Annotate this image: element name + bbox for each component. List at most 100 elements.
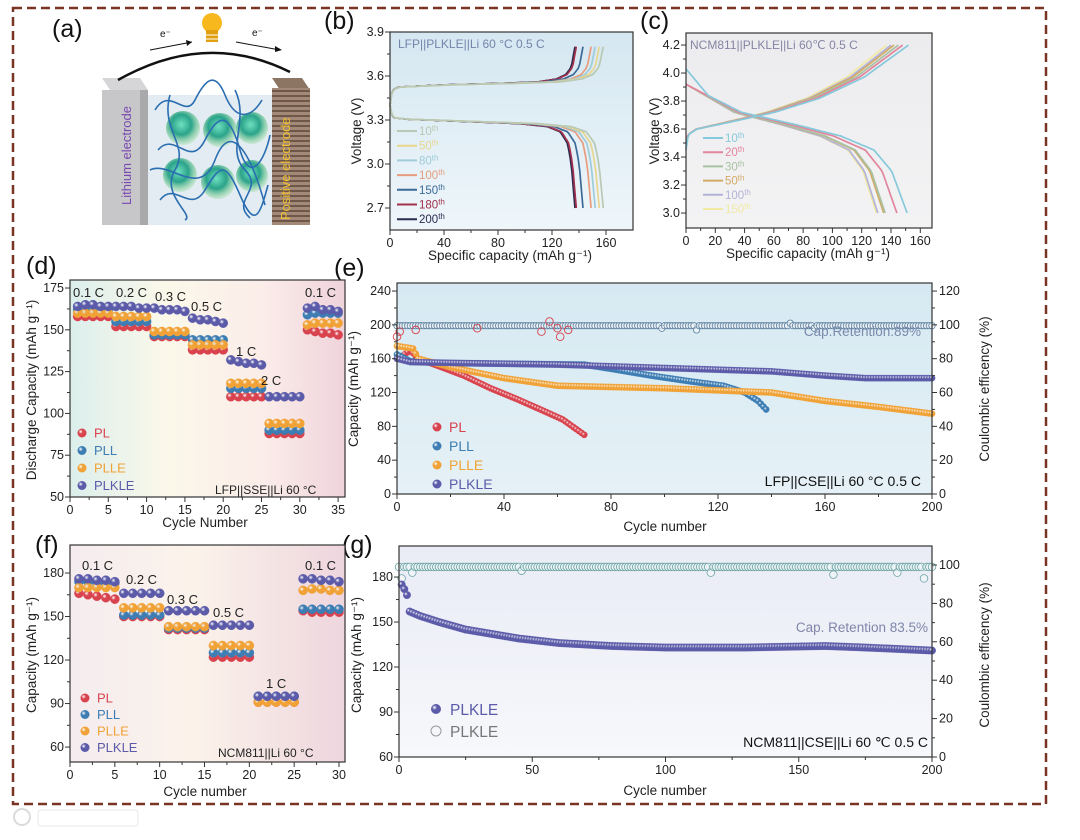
- data-point-PLKLE: [92, 575, 102, 586]
- legend-superscript: th: [438, 212, 445, 221]
- y-tick-label: 3.9: [367, 25, 384, 39]
- y-tick-label: 3.4: [663, 150, 680, 164]
- legend-label-150th: 150th: [725, 202, 751, 216]
- x-tick-label: 200: [922, 500, 943, 514]
- legend-number: 30: [725, 161, 738, 173]
- data-point-PLKLE: [334, 576, 344, 587]
- e-capacity-retention: Cap.Retention:89%: [804, 324, 921, 339]
- legend-superscript: th: [438, 183, 445, 192]
- legend-marker-capacity: [431, 704, 441, 714]
- legend-label-PLKLE: PLKLE: [94, 478, 135, 493]
- panel-label-c: (c): [640, 7, 669, 35]
- x-tick-label: 10: [140, 503, 154, 517]
- data-point-PLLE: [218, 340, 229, 350]
- b-y-axis-title: Voltage (V): [349, 98, 364, 165]
- positive-electrode: [272, 88, 310, 225]
- lithium-electrode-side: [140, 90, 148, 225]
- legend-marker-PLL: [432, 441, 442, 451]
- x-tick-label: 200: [922, 763, 943, 777]
- data-point-PLLE: [154, 603, 165, 613]
- arrowhead-icon: [186, 40, 192, 46]
- data-point-PLKLE: [145, 588, 156, 599]
- legend-label-50th: 50th: [419, 139, 438, 153]
- data-point-PLLE: [235, 640, 246, 651]
- y2-tick-label: 100: [939, 558, 960, 572]
- data-point-PLLE: [307, 584, 317, 594]
- panel-label-d: (d): [26, 252, 57, 280]
- y2-tick-label: 40: [939, 419, 953, 433]
- data-point-PLKLE: [208, 620, 219, 631]
- data-point-PLLE: [163, 621, 174, 632]
- legend-marker-PLKLE: [432, 479, 442, 489]
- y2-tick-label: 20: [939, 453, 953, 467]
- y-tick-label: 3.2: [663, 178, 680, 192]
- g-condition: NCM811||CSE||Li 60 ℃ 0.5 C: [743, 734, 928, 750]
- data-point-PLKLE: [325, 575, 335, 586]
- y-tick-label: 180: [43, 566, 64, 580]
- data-point-PLKLE: [83, 573, 93, 584]
- b-x-axis-title: Specific capacity (mAh g⁻¹): [428, 248, 592, 263]
- rate-label: 1 C: [266, 676, 286, 691]
- data-point-PLLE: [334, 585, 344, 596]
- y-tick-label: 120: [372, 660, 393, 674]
- x-tick-label: 40: [497, 500, 511, 514]
- y2-tick-label: 60: [939, 386, 953, 400]
- rate-label: 2 C: [261, 373, 281, 388]
- x-tick-label: 0: [67, 768, 74, 782]
- light-bulb-icon: [202, 13, 222, 42]
- x-tick-label: 160: [596, 236, 617, 250]
- data-point-PL: [333, 330, 343, 340]
- y2-tick-label: 20: [939, 712, 953, 726]
- c-condition: NCM811||PLKLE||Li 60℃ 0.5 C: [690, 38, 858, 52]
- legend-superscript: th: [738, 159, 745, 168]
- data-point-PLKLE: [154, 588, 165, 599]
- data-point-PLLE: [244, 640, 255, 651]
- plot-frame: [69, 279, 346, 498]
- x-tick-label: 10: [153, 768, 167, 782]
- legend-label-ce: PLKLE: [450, 724, 498, 741]
- data-point-PLL: [298, 604, 308, 615]
- plot-area: [392, 317, 936, 439]
- arrowhead-icon: [275, 46, 282, 52]
- x-tick-label: 140: [881, 234, 902, 248]
- rate-label: 0.1 C: [305, 558, 336, 573]
- chart-g: 0 50 100 150 200 60 90 120 150 180 0 20 40 60 80 100 PLK…: [372, 545, 960, 777]
- panel-label-b: (b): [324, 7, 355, 35]
- y-tick-label: 90: [379, 705, 393, 719]
- positive-electrode-top: [272, 78, 310, 90]
- electron-arrow-left-icon: [149, 41, 193, 51]
- plot-area: [72, 299, 343, 439]
- legend-label-150th: 150th: [419, 183, 445, 197]
- legend-label-10th: 10th: [725, 131, 744, 145]
- legend-marker-PLLE: [77, 463, 87, 473]
- d-condition: LFP||SSE||Li 60 °C: [215, 483, 317, 497]
- x-tick-label: 120: [708, 500, 729, 514]
- y2-tick-label: 80: [939, 352, 953, 366]
- data-point-PLLE: [217, 640, 228, 651]
- x-tick-label: 20: [708, 234, 722, 248]
- f-condition: NCM811||Li 60 °C: [218, 746, 314, 760]
- y-tick-label: 100: [43, 406, 64, 420]
- panel-label-e: (e): [334, 254, 365, 282]
- legend-number: 50: [725, 176, 738, 188]
- axes: 0 5 10 15 20 25 30 35 50 75 100 125 150 175: [43, 279, 346, 517]
- dashed-frame: [11, 6, 1048, 806]
- f-x-axis-title: Cycle number: [163, 784, 247, 799]
- data-point-PLKLE: [190, 605, 201, 616]
- y-tick-label: 160: [370, 352, 391, 366]
- legend-label-30th: 30th: [725, 159, 744, 173]
- rate-label: 0.2 C: [116, 285, 147, 300]
- data-point-PLLE: [181, 621, 192, 632]
- y2-tick-label: 0: [939, 487, 946, 501]
- data-point-PLKLE: [262, 691, 273, 702]
- data-point-PLLE: [141, 311, 152, 322]
- chart-e: 0 40 80 120 160 20004080120160200240020406080…: [370, 282, 960, 514]
- e-y-axis-title: Capacity (mAh g⁻¹): [346, 331, 361, 447]
- ce-point-PL: [563, 325, 573, 335]
- data-point-PLLE: [316, 584, 326, 594]
- legend-superscript: th: [432, 139, 439, 148]
- data-point-PLLE: [180, 326, 190, 337]
- y-tick-label: 120: [370, 386, 391, 400]
- rate-label: 0.1 C: [305, 285, 336, 300]
- x-tick-label: 0: [396, 763, 403, 777]
